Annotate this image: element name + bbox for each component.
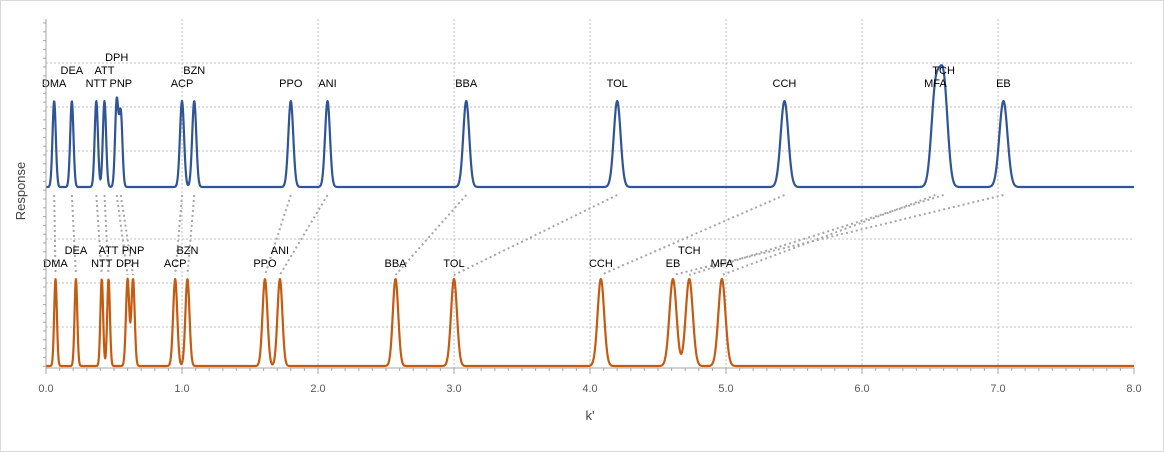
x-tick-label: 7.0 [990,383,1005,395]
connector-ntt [95,194,103,276]
connector-dph [115,194,129,276]
peak-label-ani: ANI [318,78,336,90]
connector-tol [453,194,618,276]
peak-label-dma: DMA [43,258,68,270]
connector-cch [600,194,785,276]
connector-acp [174,194,183,276]
x-tick-label: 4.0 [582,383,597,395]
peak-label-dea: DEA [65,245,88,257]
peak-label-bzn: BZN [176,245,198,257]
peak-label-tch: TCH [932,65,955,77]
peak-label-tol: TOL [607,78,628,90]
peak-label-tch: TCH [678,245,701,257]
top-trace [45,64,1135,189]
x-tick-label: 2.0 [310,383,325,395]
peak-label-dma: DMA [42,78,67,90]
x-tick-label: 1.0 [174,383,189,395]
peak-label-mfa: MFA [924,78,947,90]
connector-att [103,194,110,276]
bottom-trace [45,277,1135,368]
connector-eb [672,194,1004,276]
peak-label-cch: CCH [773,78,797,90]
peak-label-ppo: PPO [253,258,277,270]
x-tick-label: 0.0 [38,383,53,395]
peak-connectors [53,194,1004,276]
connector-bzn [186,194,196,276]
peak-label-ani: ANI [271,245,289,257]
peak-label-att: ATT [99,245,119,257]
peak-label-pnp: PNP [109,78,132,90]
peak-label-bzn: BZN [183,65,205,77]
peak-label-mfa: MFA [711,258,734,270]
x-tick-label: 5.0 [718,383,733,395]
peak-label-ppo: PPO [279,78,303,90]
peak-label-cch: CCH [589,258,613,270]
peak-label-dea: DEA [61,65,84,77]
peak-label-bba: BBA [385,258,408,270]
peak-label-bba: BBA [455,78,478,90]
connector-dea [70,194,77,276]
peak-label-tol: TOL [443,258,464,270]
traces [45,64,1135,368]
peak-label-att: ATT [94,65,114,77]
axes: 0.0 1.0 2.0 3.0 4.0 5.0 6.0 7.0 8.0 k' Response [13,19,1142,423]
peak-label-eb: EB [996,78,1011,90]
peak-label-acp: ACP [171,78,194,90]
x-tick-label: 3.0 [446,383,461,395]
peak-label-ntt: NTT [91,258,113,270]
grid [46,19,1134,368]
connector-mfa [721,194,936,276]
x-axis-title: k' [586,408,595,423]
connector-ani [279,194,329,276]
peak-label-pnp: PNP [122,245,145,257]
peak-label-dph: DPH [116,258,139,270]
connector-pnp [119,194,135,276]
peak-label-acp: ACP [164,258,187,270]
x-tick-label: 8.0 [1126,383,1141,395]
y-axis-title: Response [13,162,28,221]
peak-label-eb: EB [666,258,681,270]
peak-label-ntt: NTT [86,78,108,90]
connector-ppo [264,194,292,276]
x-tick-label: 6.0 [854,383,869,395]
peak-label-dph: DPH [105,52,128,64]
connector-dma [53,194,57,276]
